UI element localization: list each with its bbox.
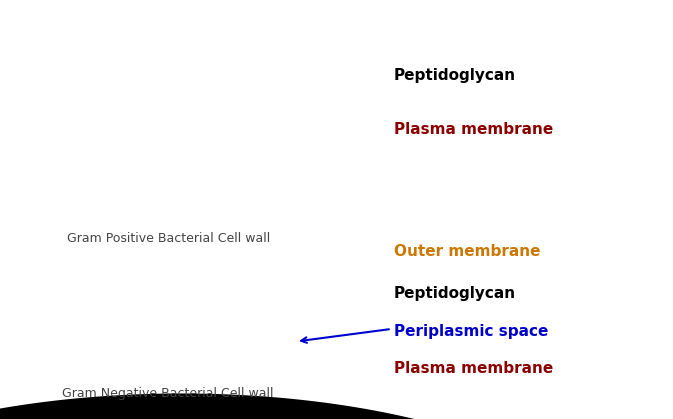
Text: Plasma membrane: Plasma membrane [394, 122, 553, 137]
Text: Peptidoglycan: Peptidoglycan [394, 286, 516, 301]
Text: Peptidoglycan: Peptidoglycan [394, 68, 516, 83]
Text: Gram Negative Bacterial Cell wall: Gram Negative Bacterial Cell wall [63, 387, 274, 401]
Text: Outer membrane: Outer membrane [394, 244, 540, 259]
Text: Periplasmic space: Periplasmic space [394, 323, 548, 339]
Polygon shape [0, 393, 626, 419]
Text: Plasma membrane: Plasma membrane [394, 361, 553, 376]
Text: Gram Positive Bacterial Cell wall: Gram Positive Bacterial Cell wall [67, 232, 270, 246]
